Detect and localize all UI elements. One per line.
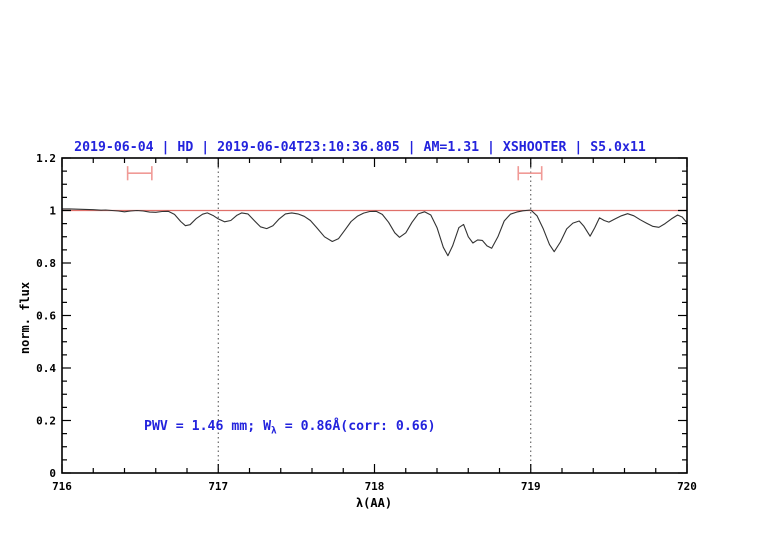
band-range-marker (517, 166, 543, 181)
y-tick-label: 0.6 (36, 310, 56, 323)
y-tick-label-group: 0 0.2 0.4 0.6 0.8 1 1.2 (36, 152, 56, 480)
x-axis-label: λ(AA) (356, 496, 392, 510)
x-tick-label: 718 (365, 480, 385, 493)
chart-generated-layer: 716 717 718 719 720 0 0.2 0.4 0.6 0.8 1 1.2 (36, 152, 697, 493)
y-tick-label: 1.2 (36, 152, 56, 165)
y-tick-label: 1 (49, 205, 56, 218)
x-tick-label: 719 (521, 480, 541, 493)
band-range-marker (126, 166, 153, 181)
x-tick-label: 717 (208, 480, 228, 493)
x-tick-label: 716 (52, 480, 72, 493)
spectrum-series-group (61, 208, 688, 257)
y-tick-label: 0.2 (36, 415, 56, 428)
x-tick-label: 720 (677, 480, 697, 493)
spectrum-line (61, 208, 688, 257)
pwv-annotation-prefix: PWV = 1.46 mm; W (144, 419, 271, 434)
plot-frame (61, 157, 688, 474)
y-axis-label: norm. flux (18, 282, 32, 354)
chart-title: 2019-06-04 | HD | 2019-06-04T23:10:36.80… (74, 140, 646, 155)
frame-group (61, 157, 688, 474)
range-marker-group (126, 166, 543, 181)
axis-tick-group (61, 157, 688, 474)
y-tick-label: 0 (49, 467, 56, 480)
dotted-guideline-group (217, 158, 532, 473)
pwv-annotation-suffix: = 0.86Å(corr: 0.66) (277, 417, 436, 434)
y-tick-label: 0.8 (36, 257, 56, 270)
x-tick-label-group: 716 717 718 719 720 (52, 480, 697, 493)
y-tick-label: 0.4 (36, 362, 56, 375)
pwv-annotation-subscript: λ (271, 426, 277, 437)
pwv-annotation: PWV = 1.46 mm; Wλ = 0.86Å(corr: 0.66) (144, 417, 436, 437)
